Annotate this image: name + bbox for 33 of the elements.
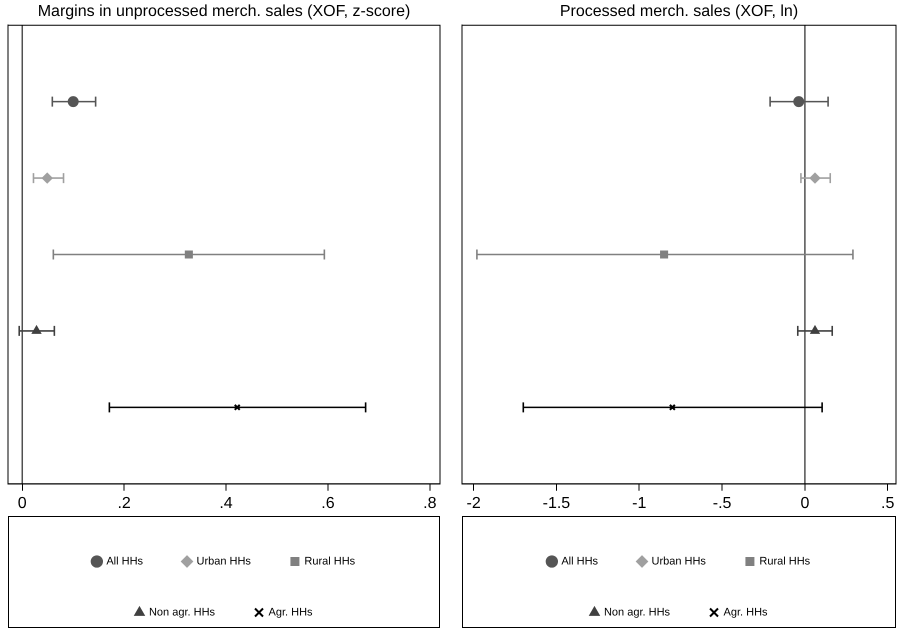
x-tick-label: -2 — [466, 494, 481, 512]
x-tick-label: .6 — [321, 494, 335, 512]
x-tick-label: -1.5 — [542, 494, 570, 512]
chart-title: Margins in unprocessed merch. sales (XOF, z-score) — [38, 3, 410, 20]
point — [32, 325, 42, 334]
x-tick-label: .4 — [219, 494, 233, 512]
legend-label: Non agr. HHs — [604, 606, 671, 619]
legend-label: Non agr. HHs — [148, 606, 216, 619]
legend-label: All HHs — [106, 556, 144, 568]
point — [810, 172, 820, 184]
x-tick-label: .8 — [423, 494, 437, 512]
x-tick-label: .5 — [881, 494, 894, 512]
point — [660, 250, 668, 259]
legend-label: Urban HHs — [652, 556, 706, 568]
point — [68, 96, 79, 108]
point — [793, 96, 804, 108]
x-tick-label: -.5 — [712, 494, 732, 512]
legend-label: Rural HHs — [304, 556, 356, 568]
legend-label: Urban HHs — [196, 556, 252, 568]
x-tick-label: -1 — [632, 494, 646, 512]
point — [810, 325, 820, 334]
point — [42, 172, 53, 184]
legend-label: Agr. HHs — [268, 606, 314, 619]
point — [184, 250, 193, 259]
x-tick-label: .2 — [117, 494, 131, 512]
point — [234, 404, 241, 411]
x-tick-label: 0 — [800, 494, 810, 512]
chart-title: Processed merch. sales (XOF, ln) — [560, 3, 798, 20]
legend-label: Agr. HHs — [724, 606, 768, 619]
legend-label: Rural HHs — [759, 556, 811, 568]
legend-label: All HHs — [561, 556, 599, 568]
x-tick-label: 0 — [18, 494, 27, 512]
point — [668, 404, 676, 411]
